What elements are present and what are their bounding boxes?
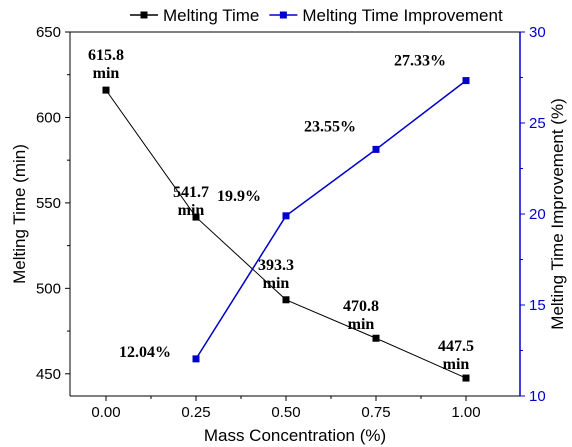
x-tick-label: 0.75 xyxy=(361,404,390,421)
legend: Melting Time Melting Time Improvement xyxy=(130,6,503,25)
x-tick-label: 0.00 xyxy=(91,404,120,421)
x-tick-label: 0.25 xyxy=(181,404,210,421)
left-y-tick-label: 500 xyxy=(36,280,61,297)
data-label: 27.33% xyxy=(394,53,446,70)
series-marker-2 xyxy=(372,145,380,153)
series-marker-2 xyxy=(192,355,200,363)
series-marker-1 xyxy=(282,296,290,304)
data-label: min xyxy=(178,202,205,219)
left-y-tick-label: 600 xyxy=(36,109,61,126)
axes: 0.00 0.25 0.50 0.75 1.00 450 500 550 600 650 10 15 2… xyxy=(10,24,567,445)
series-marker-1 xyxy=(102,86,110,94)
data-label: min xyxy=(348,316,375,333)
data-label: 19.9% xyxy=(217,188,261,205)
series-marker-2 xyxy=(462,77,470,85)
data-labels: 615.8min541.7min393.3min470.8min447.5min… xyxy=(88,47,474,373)
series-lines xyxy=(105,79,467,379)
right-y-tick-label: 30 xyxy=(529,24,546,41)
legend-marker xyxy=(279,11,287,19)
x-tick-label: 0.50 xyxy=(271,404,300,421)
left-y-tick-label: 550 xyxy=(36,195,61,212)
right-y-tick-label: 15 xyxy=(529,297,546,314)
left-y-axis-title: Melting Time (min) xyxy=(10,144,29,284)
legend-marker xyxy=(140,11,148,19)
right-y-axis-title: Melting Time Improvement (%) xyxy=(548,98,567,329)
data-label: 447.5 xyxy=(438,338,474,355)
data-label: 615.8 xyxy=(88,47,124,64)
data-label: 23.55% xyxy=(304,118,356,135)
right-y-tick-label: 10 xyxy=(529,388,546,405)
data-label: 541.7 xyxy=(173,184,209,201)
data-label: min xyxy=(443,356,470,373)
right-y-tick-label: 20 xyxy=(529,206,546,223)
left-y-tick-label: 650 xyxy=(36,24,61,41)
data-label: 12.04% xyxy=(119,344,171,361)
series-marker-2 xyxy=(282,212,290,220)
data-label: min xyxy=(263,275,290,292)
x-axis-title: Mass Concentration (%) xyxy=(204,426,386,445)
series-marker-1 xyxy=(192,213,200,221)
x-tick-label: 1.00 xyxy=(451,404,480,421)
left-y-tick-label: 450 xyxy=(36,366,61,383)
series-marker-1 xyxy=(462,374,470,382)
series-line-1 xyxy=(105,89,467,379)
data-label: min xyxy=(93,65,120,82)
data-label: 393.3 xyxy=(258,257,294,274)
legend-label: Melting Time Improvement xyxy=(302,6,503,25)
series-marker-1 xyxy=(372,334,380,342)
right-y-tick-label: 25 xyxy=(529,115,546,132)
legend-label: Melting Time xyxy=(163,6,259,25)
data-label: 470.8 xyxy=(343,298,379,315)
series-line-2 xyxy=(195,79,467,360)
series-markers xyxy=(102,77,470,382)
